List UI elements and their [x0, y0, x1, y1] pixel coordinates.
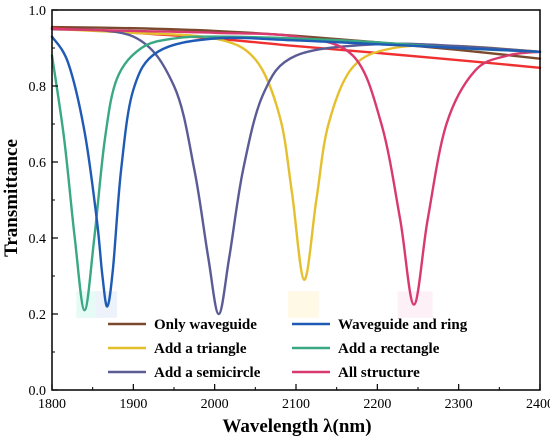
y-tick-label: 0.2	[29, 308, 47, 323]
legend-label-all-structure: All structure	[338, 365, 420, 381]
x-tick-label: 2200	[363, 397, 391, 412]
y-axis-title: Transmittance	[1, 139, 22, 257]
y-tick-label: 1.0	[29, 4, 47, 19]
legend-label-only-waveguide: Only waveguide	[154, 317, 257, 333]
legend-label-add-a-rectangle: Add a rectangle	[338, 341, 440, 357]
series-line-add-a-semicircle	[50, 27, 542, 316]
y-tick-label: 0.4	[29, 232, 47, 247]
x-axis-title: Wavelength λ(nm)	[222, 416, 371, 437]
y-tick-label: 0.8	[29, 80, 47, 95]
series-line-add-a-triangle	[50, 27, 542, 282]
x-tick-label: 2000	[201, 397, 229, 412]
x-tick-label: 1800	[38, 397, 66, 412]
legend-label-add-a-triangle: Add a triangle	[154, 341, 247, 357]
series-line-all-structure	[50, 27, 542, 306]
y-tick-label: 0.0	[29, 384, 47, 399]
series-line-waveguide-and-ring	[50, 35, 542, 308]
plot-frame	[51, 9, 541, 391]
x-tick-label: 2100	[282, 397, 310, 412]
highlight-band-2	[287, 291, 319, 318]
series-line-add-a-rectangle	[50, 35, 542, 312]
legend-label-add-a-semicircle: Add a semicircle	[154, 365, 261, 381]
legend-label-waveguide-and-ring: Waveguide and ring	[338, 317, 468, 333]
series-lines	[50, 25, 542, 316]
highlight-bands	[76, 291, 433, 318]
y-tick-label: 0.6	[29, 156, 47, 171]
legend: Only waveguide Waveguide and ring Add a tr…	[108, 317, 468, 381]
x-tick-label: 1900	[119, 397, 147, 412]
x-tick-label: 2300	[445, 397, 473, 412]
y-axis: 0.0 0.2 0.4 0.6 0.8 1.0	[29, 4, 58, 399]
